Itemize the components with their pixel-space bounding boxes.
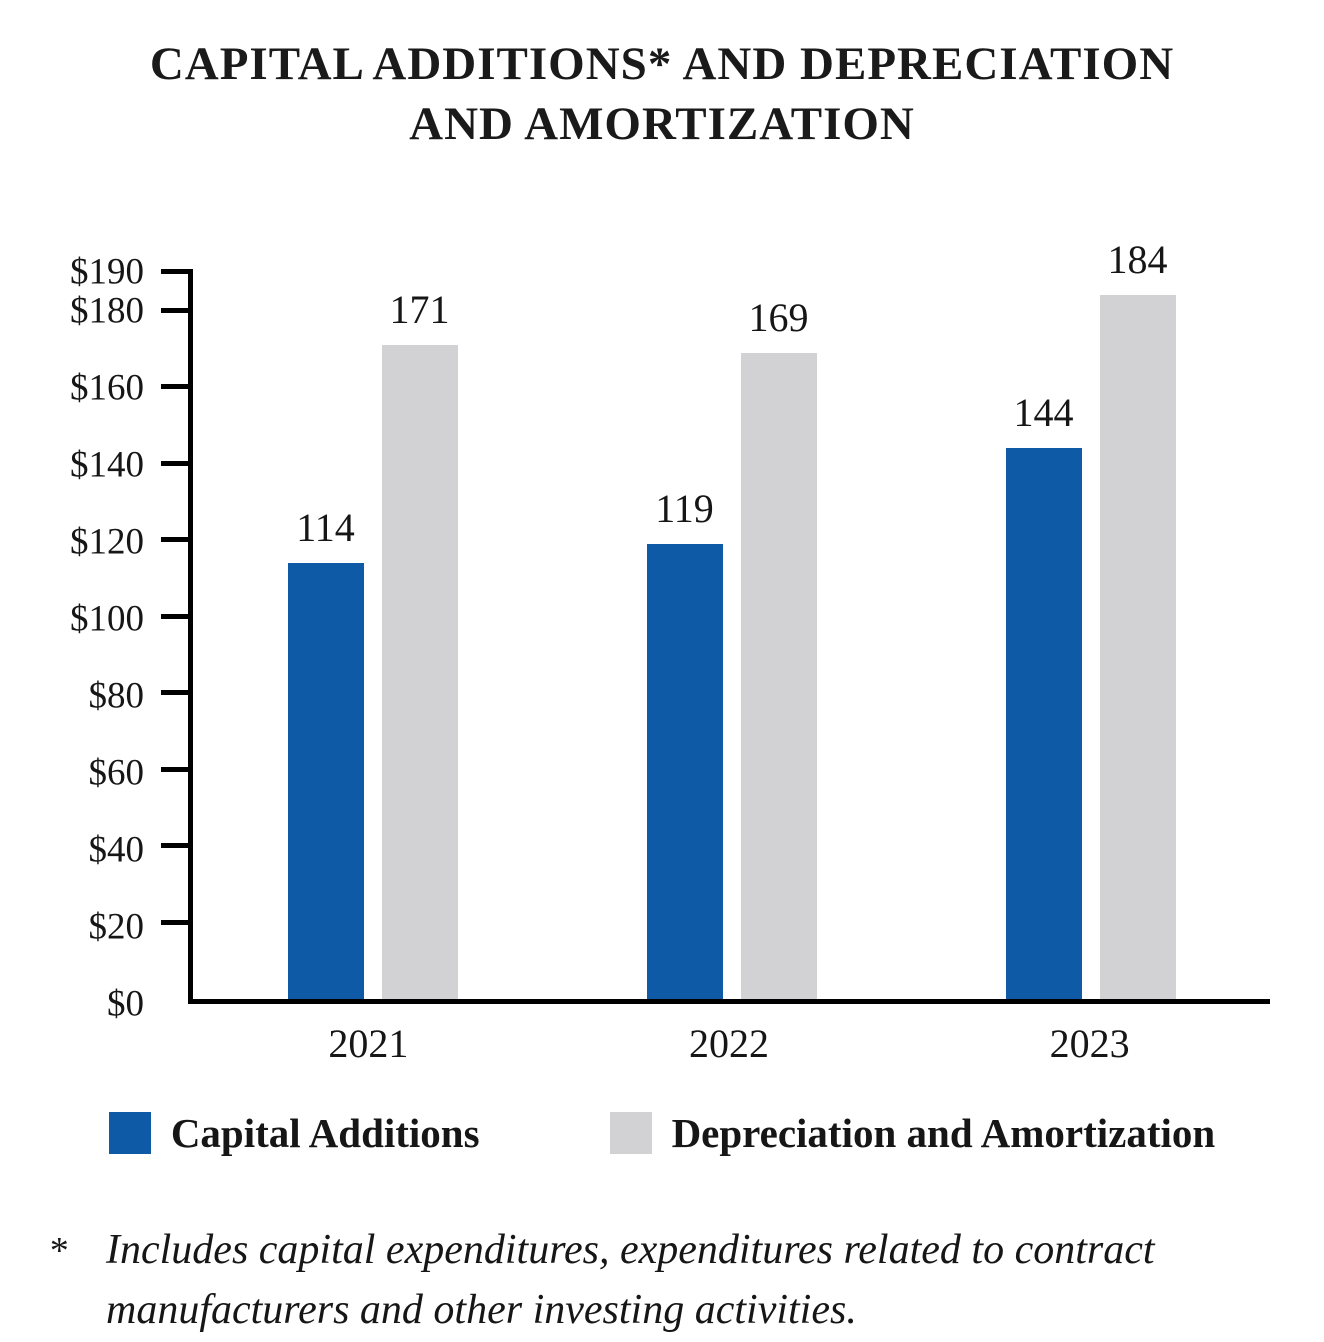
x-axis-labels: 2021 2022 2023	[188, 1020, 1270, 1067]
y-tick-label: $0	[107, 983, 144, 1025]
bar-depreciation-and-amortization-2022: 169	[740, 295, 817, 1000]
footnote-text: Includes capital expenditures, expenditu…	[106, 1227, 1155, 1333]
y-tick-mark	[161, 537, 193, 543]
bar-capital-additions-2023: 144	[1005, 390, 1082, 1000]
y-tick-label: $40	[88, 829, 145, 871]
chart-title-line2: AND AMORTIZATION	[409, 98, 915, 151]
y-tick-label: $120	[70, 521, 144, 563]
x-axis-label-2023: 2023	[1049, 1021, 1130, 1067]
bar-group-2023: 144 184	[1005, 237, 1176, 1000]
bar-value-label: 144	[1013, 390, 1074, 436]
y-tick-label: $100	[70, 598, 144, 640]
footnote-marker: *	[48, 1230, 67, 1273]
bar-capital-additions-2022: 119	[646, 486, 723, 1000]
y-tick-label: $160	[70, 367, 144, 409]
y-tick-mark	[161, 843, 193, 849]
bar-groups: 114 171 119 169 144 184	[193, 237, 1270, 1000]
bar-capital-additions-2021: 114	[287, 505, 364, 1000]
bar-value-label: 119	[655, 485, 714, 531]
bar-depreciation-and-amortization-2023: 184	[1099, 237, 1176, 1000]
y-tick-mark	[161, 269, 193, 275]
legend-swatch-depreciation-amortization	[609, 1112, 652, 1155]
legend-item-depreciation-amortization: Depreciation and Amortization	[609, 1109, 1216, 1157]
y-tick-label: $60	[88, 752, 145, 794]
y-tick-label: $140	[70, 444, 144, 486]
y-tick-label: $20	[88, 906, 145, 948]
plot-outer: $190 $180 $160 $140 $120 $100 $80 $60 $40 $20 $0 1…	[70, 237, 1270, 1025]
bar-value-label: 171	[389, 287, 450, 333]
y-tick-mark	[161, 613, 193, 619]
bar-value-label: 169	[748, 294, 809, 340]
chart-title: CAPITAL ADDITIONS* AND DEPRECIATION AND …	[36, 34, 1288, 154]
y-tick-label: $180	[70, 290, 144, 332]
chart-title-line1: CAPITAL ADDITIONS* AND DEPRECIATION	[149, 38, 1175, 90]
bar-value-label: 114	[296, 505, 355, 551]
y-tick-label: $80	[88, 675, 145, 717]
y-axis-labels: $190 $180 $160 $140 $120 $100 $80 $60 $40 $20 $0	[38, 252, 188, 1025]
y-tick-mark	[161, 919, 193, 925]
y-tick-mark	[161, 307, 193, 313]
x-axis-label-2022: 2022	[688, 1021, 769, 1067]
y-tick-mark	[161, 384, 193, 390]
legend-swatch-capital-additions	[108, 1112, 151, 1155]
y-tick-label: $190	[70, 251, 144, 293]
bar-depreciation-and-amortization-2021: 171	[381, 287, 458, 1000]
plot-area: 114 171 119 169 144 184	[161, 237, 1270, 1005]
legend: Capital Additions Depreciation and Amort…	[36, 1109, 1288, 1157]
legend-label-depreciation-amortization: Depreciation and Amortization	[671, 1110, 1216, 1157]
bar-value-label: 184	[1107, 237, 1168, 283]
bar-group-2022: 119 169	[646, 272, 817, 1000]
y-tick-mark	[161, 766, 193, 772]
footnote: * Includes capital expenditures, expendi…	[36, 1221, 1288, 1340]
bar-chart: $190 $180 $160 $140 $120 $100 $80 $60 $40 $20 $0 1…	[36, 237, 1288, 1067]
y-tick-mark	[161, 690, 193, 696]
legend-item-capital-additions: Capital Additions	[108, 1109, 480, 1157]
y-tick-mark	[161, 460, 193, 466]
x-axis-label-2021: 2021	[328, 1021, 409, 1067]
bar-group-2021: 114 171	[287, 272, 458, 1000]
legend-label-capital-additions: Capital Additions	[170, 1110, 480, 1157]
